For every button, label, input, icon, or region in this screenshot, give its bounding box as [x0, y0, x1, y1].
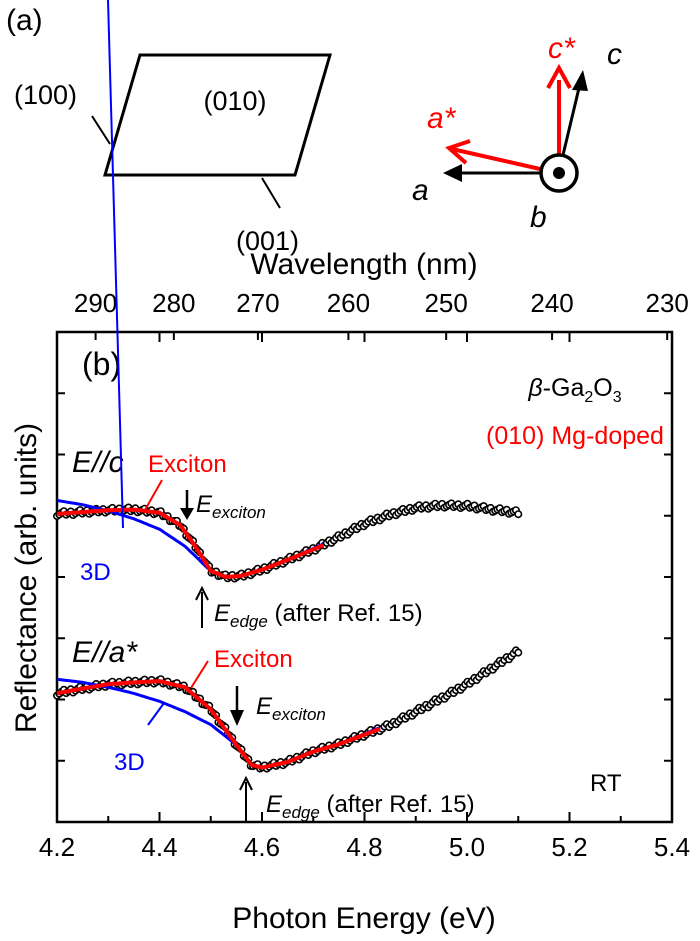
face-100-label: (100): [14, 80, 77, 110]
c-star-arrowhead: [546, 63, 572, 89]
c-star-label: c*: [548, 32, 576, 65]
x-tick-label: 4.2: [39, 832, 75, 862]
e-sub: exciton: [272, 705, 326, 724]
e-sub: edge: [282, 803, 320, 822]
face-001-label: (001): [236, 226, 299, 256]
series-label-e-a-star: E//a*: [72, 636, 138, 669]
a-star-arrow: [451, 147, 541, 171]
e-edge-arrowhead-a: [239, 775, 253, 791]
x2-tick-label: 270: [236, 288, 279, 318]
x2-tick-label: 280: [152, 288, 195, 318]
b-label: b: [530, 201, 547, 234]
x2-tick-label: 230: [645, 288, 688, 318]
e-exciton-label-a: Eexciton: [256, 693, 326, 724]
exciton-label-c: Exciton: [148, 451, 227, 478]
e-edge-ref: (after Ref. 15): [268, 600, 423, 627]
plot-frame: [55, 330, 674, 824]
three-d-leader-c: [107, 0, 124, 529]
panel-a: (a) (010) (100) (001) c* c a* a b: [6, 4, 622, 256]
e-edge-label-c: Eedge (after Ref. 15): [214, 600, 423, 631]
series-label-e-c-main: E: [72, 446, 93, 479]
x-tick-label: 4.8: [346, 832, 382, 862]
exciton-leader-c: [144, 479, 163, 511]
x-tick-label: 5.2: [551, 832, 587, 862]
c-arrowhead: [572, 70, 588, 91]
x-tick-label: 4.4: [141, 832, 177, 862]
series-label-e-c: E//c: [72, 446, 124, 479]
e-edge-label-a: Eedge (after Ref. 15): [266, 791, 475, 822]
e-sub: edge: [230, 612, 268, 631]
a-arrowhead: [443, 164, 462, 182]
series-e-parallel-c: [52, 498, 523, 583]
x2-tick-label: 290: [74, 288, 117, 318]
e-main: E: [266, 791, 283, 818]
exciton-fit-line: [56, 507, 325, 580]
exciton-leader-a: [190, 660, 209, 689]
face-100-leader: [91, 115, 111, 145]
a-label: a: [412, 174, 429, 207]
x2-tick-label: 260: [327, 288, 370, 318]
subscript-3: 3: [613, 389, 622, 406]
e-edge-arrowhead-c: [195, 585, 209, 601]
sample-name: β-Ga2O3: [527, 374, 621, 406]
panel-a-label: (a): [6, 4, 43, 37]
c-arrow: [561, 87, 581, 156]
x-tick-label: 5.0: [449, 832, 485, 862]
exciton-fit-line: [56, 679, 381, 770]
e-exciton-arrowhead-c: [180, 508, 194, 520]
data-point: [514, 510, 523, 519]
a-star-label: a*: [427, 102, 457, 135]
exciton-label-a: Exciton: [214, 646, 293, 673]
face-010-label: (010): [203, 86, 266, 116]
temperature-label: RT: [590, 770, 622, 797]
y-axis-title: Reflectance (arb. units): [10, 423, 43, 733]
a-star-arrowhead: [445, 139, 471, 165]
series-label-e-c-rest: //c: [90, 446, 124, 479]
crystal-plate: [103, 53, 332, 177]
three-d-leader-a: [147, 702, 165, 726]
series-label-e-a-rest: //a*: [90, 636, 138, 669]
panel-b-label: (b): [82, 346, 121, 382]
x2-tick-label: 250: [424, 288, 467, 318]
e-main: E: [256, 693, 273, 720]
e-exciton-label-c: Eexciton: [196, 491, 266, 522]
sample-description: (010) Mg-doped: [486, 422, 664, 450]
e-main: E: [214, 600, 231, 627]
c-label: c: [607, 38, 622, 71]
material-o: O: [593, 374, 612, 402]
series-e-parallel-a-star: [52, 646, 523, 773]
e-exciton-arrowhead-a: [230, 710, 244, 726]
data-point: [514, 648, 523, 657]
subscript-2: 2: [584, 389, 593, 406]
three-d-label-a: 3D: [114, 749, 145, 776]
e-sub: exciton: [212, 503, 266, 522]
crystal-axes: c* c a* a b: [412, 32, 622, 234]
beta-symbol: β: [527, 374, 542, 402]
b-axis-dot: [553, 167, 565, 179]
x2-tick-label: 240: [530, 288, 573, 318]
plot-curves: [52, 498, 523, 773]
x2-axis-title: Wavelength (nm): [250, 248, 477, 281]
x-tick-label: 4.6: [244, 832, 280, 862]
x-axis-title: Photon Energy (eV): [232, 902, 495, 935]
axis-ticks: 4.2 4.4 4.6 4.8 5.0 5.2 5.4 290 280 270 260 250 240 2…: [39, 288, 690, 862]
e-main: E: [196, 491, 213, 518]
face-001-leader: [261, 177, 281, 209]
series-label-e-a-main: E: [72, 636, 93, 669]
e-edge-ref: (after Ref. 15): [320, 791, 475, 818]
three-d-label-c: 3D: [80, 559, 111, 586]
material-ga: -Ga: [543, 374, 585, 402]
x-tick-label: 5.4: [654, 832, 690, 862]
panel-b: Wavelength (nm) Photon Energy (eV) Refle…: [10, 0, 690, 935]
